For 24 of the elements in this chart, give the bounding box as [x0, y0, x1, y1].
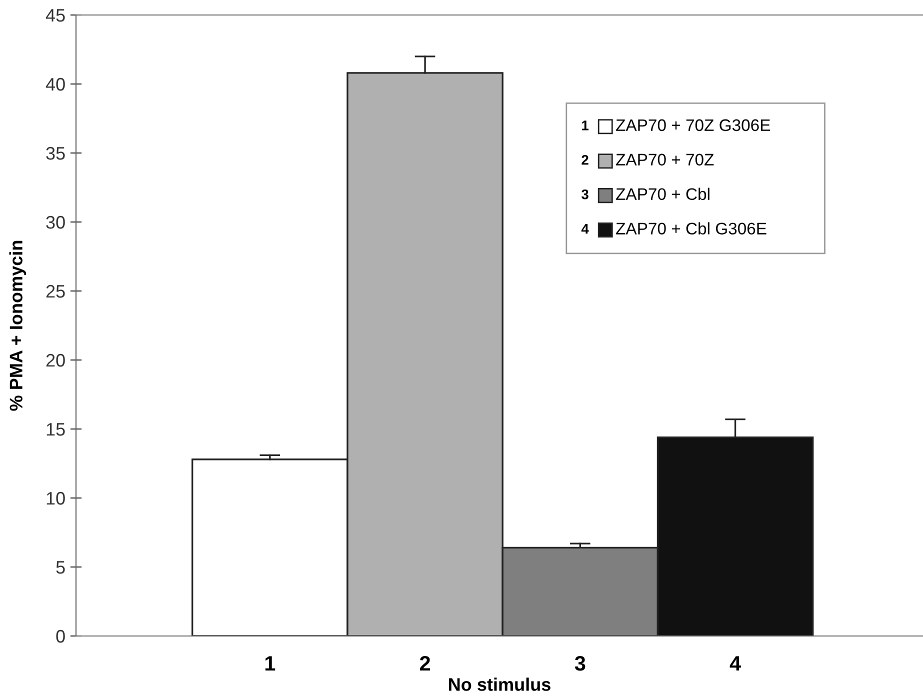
x-axis-title: No stimulus: [449, 678, 550, 691]
category-label: 1: [582, 120, 589, 130]
x-tick-label: 1: [265, 656, 276, 671]
y-tick-label: 10: [46, 492, 65, 505]
x-tick-label: 4: [730, 656, 741, 671]
x-tick-label: 3: [574, 656, 586, 671]
category-label: 3: [582, 189, 588, 200]
y-axis-title: % PMA + Ionomycin: [9, 240, 26, 411]
y-tick-label: 0: [56, 630, 65, 643]
y-tick-label: 5: [56, 561, 65, 574]
legend-label: ZAP70 + 70Z: [616, 154, 714, 166]
category-label: 2: [582, 154, 588, 165]
category-label: 4: [581, 224, 589, 234]
x-tick-label: 2: [420, 656, 430, 671]
y-tick-label: 30: [46, 216, 65, 229]
y-tick-label: 35: [46, 146, 65, 160]
y-tick-label: 40: [46, 78, 65, 91]
legend-label: ZAP70 + Cbl G306E: [616, 222, 766, 234]
y-tick-label: 25: [46, 284, 65, 298]
y-tick-label: 45: [46, 9, 65, 22]
legend-label: ZAP70 + Cbl: [616, 188, 710, 200]
y-tick-label: 15: [46, 423, 65, 436]
y-tick-label: 20: [46, 354, 65, 367]
legend-label: ZAP70 + 70Z G306E: [616, 119, 770, 132]
